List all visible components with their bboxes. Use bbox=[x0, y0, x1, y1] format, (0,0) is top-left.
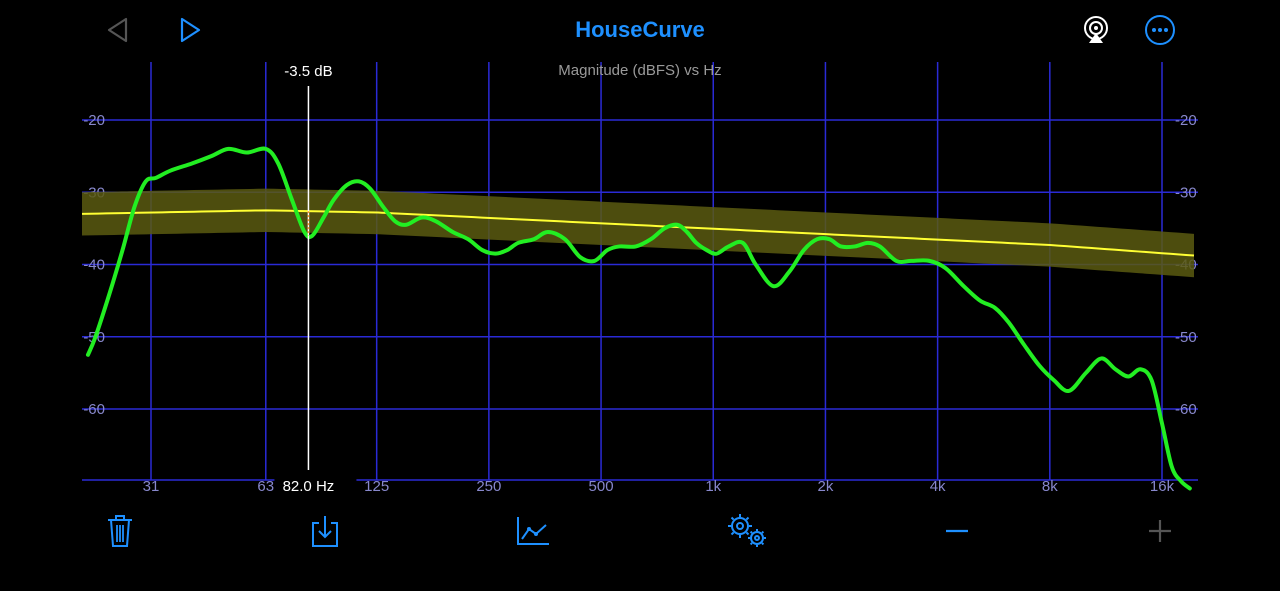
y-tick-label-left: -20 bbox=[83, 112, 105, 129]
settings-icon bbox=[728, 514, 766, 547]
x-axis-labels: 31 63 125 250 500 1k 2k 4k 8k 16k bbox=[143, 478, 1175, 495]
y-tick-label-right: -20 bbox=[1175, 112, 1197, 129]
x-tick-label: 500 bbox=[589, 478, 614, 495]
y-tick-label-right: -60 bbox=[1175, 401, 1197, 418]
top-toolbar: HouseCurve bbox=[0, 0, 1280, 60]
y-tick-label-right: -30 bbox=[1175, 184, 1197, 201]
curves-button[interactable] bbox=[512, 510, 554, 552]
cursor-db-label: -3.5 dB bbox=[284, 63, 332, 80]
play-icon bbox=[180, 17, 201, 43]
play-button[interactable] bbox=[170, 12, 210, 48]
airplay-icon bbox=[1084, 16, 1108, 43]
app-title: HouseCurve bbox=[575, 17, 705, 42]
more-button[interactable] bbox=[1142, 12, 1178, 48]
bottom-toolbar bbox=[0, 500, 1280, 591]
target-band bbox=[82, 188, 1194, 278]
back-button[interactable] bbox=[98, 12, 138, 48]
y-tick-label-left: -40 bbox=[83, 257, 105, 274]
x-tick-label: 250 bbox=[476, 478, 501, 495]
zoom-in-icon bbox=[1149, 520, 1171, 542]
magnitude-chart[interactable]: Magnitude (dBFS) vs Hz -20-20-30-30-40-4… bbox=[0, 0, 1280, 500]
y-tick-label-left: -60 bbox=[83, 401, 105, 418]
frequency-cursor[interactable]: 82.0 Hz -3.5 dB bbox=[274, 63, 357, 496]
download-icon bbox=[312, 516, 338, 547]
settings-button[interactable] bbox=[722, 510, 772, 552]
x-tick-label: 8k bbox=[1042, 478, 1058, 495]
cursor-frequency-label: 82.0 Hz bbox=[283, 478, 335, 495]
target-curve bbox=[81, 209, 1195, 257]
x-tick-label: 31 bbox=[143, 478, 160, 495]
save-button[interactable] bbox=[304, 510, 346, 552]
chart-title: Magnitude (dBFS) vs Hz bbox=[558, 62, 721, 79]
trash-icon bbox=[108, 515, 132, 547]
zoom-out-icon bbox=[946, 529, 968, 533]
more-icon bbox=[1145, 15, 1175, 45]
graph-icon bbox=[517, 517, 549, 545]
measurement-curve bbox=[85, 146, 1192, 491]
x-tick-label: 125 bbox=[364, 478, 389, 495]
chart-grid bbox=[82, 62, 1198, 481]
back-arrow-icon bbox=[107, 17, 128, 43]
delete-button[interactable] bbox=[100, 510, 140, 552]
zoom-in-button[interactable] bbox=[1140, 510, 1180, 552]
cursor-label-bg bbox=[274, 474, 357, 496]
x-tick-label: 2k bbox=[818, 478, 834, 495]
x-tick-label: 16k bbox=[1150, 478, 1175, 495]
x-tick-label: 1k bbox=[705, 478, 721, 495]
x-tick-label: 63 bbox=[257, 478, 274, 495]
airplay-button[interactable] bbox=[1078, 12, 1114, 48]
y-tick-label-right: -50 bbox=[1175, 329, 1197, 346]
x-tick-label: 4k bbox=[930, 478, 946, 495]
zoom-out-button[interactable] bbox=[937, 510, 977, 552]
